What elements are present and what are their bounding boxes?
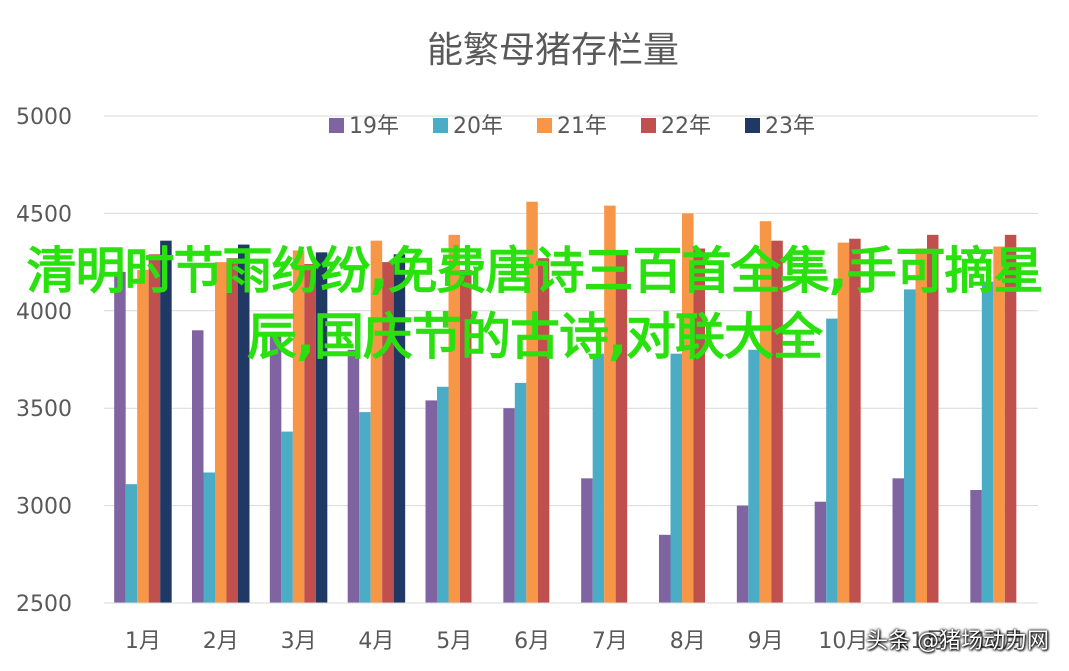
bar <box>759 221 772 603</box>
bar <box>771 240 783 604</box>
x-tick-label: 7月 <box>592 629 628 654</box>
y-tick-label: 3500 <box>16 397 72 422</box>
bar <box>814 501 827 603</box>
x-tick-label: 6月 <box>514 629 550 654</box>
bar <box>993 246 1005 603</box>
bar <box>393 254 406 603</box>
bar <box>226 258 238 603</box>
legend-label: 20年 <box>453 114 503 139</box>
bar <box>537 258 550 603</box>
legend-swatch <box>641 118 656 133</box>
legend-swatch <box>433 118 448 133</box>
bar <box>970 490 982 603</box>
bar <box>137 269 149 603</box>
bar <box>315 252 328 604</box>
bar <box>837 242 850 603</box>
bar <box>215 262 227 603</box>
bar <box>748 349 760 603</box>
x-tick-label: 3月 <box>281 629 317 654</box>
x-tick-label: 11月 <box>896 629 946 654</box>
bar <box>448 234 460 603</box>
y-tick-label: 4000 <box>16 300 72 325</box>
bar <box>670 353 682 603</box>
y-tick-label: 3000 <box>16 495 72 520</box>
bar <box>659 534 671 603</box>
x-tick-label: 8月 <box>670 629 706 654</box>
bar <box>981 281 994 603</box>
bar <box>849 238 861 603</box>
bar <box>281 431 293 603</box>
bar <box>203 472 215 603</box>
x-tick-label: 9月 <box>748 629 784 654</box>
bar <box>682 213 694 603</box>
x-tick-label: 10月 <box>818 629 868 654</box>
bar <box>514 382 527 603</box>
bar <box>503 408 515 603</box>
bar <box>927 234 939 603</box>
bar <box>269 334 282 603</box>
bar <box>736 505 749 603</box>
x-tick-label: 12月 <box>974 629 1024 654</box>
bar <box>693 248 705 603</box>
legend-label: 23年 <box>765 114 815 139</box>
legend-swatch <box>329 118 344 133</box>
x-tick-label: 2月 <box>203 629 239 654</box>
legend-swatch <box>745 118 760 133</box>
bar <box>915 248 927 603</box>
bar <box>382 262 394 603</box>
bar <box>114 271 126 603</box>
bar <box>347 349 360 603</box>
x-tick-label: 4月 <box>358 629 394 654</box>
bar <box>425 400 437 603</box>
legend-label: 19年 <box>349 114 399 139</box>
bar <box>592 353 605 603</box>
bar <box>615 254 628 603</box>
y-tick-label: 4500 <box>16 202 72 227</box>
y-tick-label: 2500 <box>16 592 72 617</box>
bar <box>125 484 138 603</box>
y-tick-label: 5000 <box>16 105 72 130</box>
bar <box>604 205 616 604</box>
bar <box>437 386 449 603</box>
bar <box>904 289 916 603</box>
legend-label: 22年 <box>661 114 711 139</box>
bar <box>460 269 472 603</box>
bar <box>581 478 593 603</box>
bar <box>370 240 383 604</box>
bar <box>359 412 371 603</box>
bar <box>148 254 161 603</box>
bar <box>304 264 316 603</box>
bar <box>1004 234 1017 603</box>
legend-label: 21年 <box>557 114 607 139</box>
bar <box>892 478 904 603</box>
x-tick-label: 5月 <box>436 629 472 654</box>
x-tick-label: 1月 <box>125 629 161 654</box>
bar <box>526 201 538 603</box>
bar <box>292 250 305 603</box>
legend-swatch <box>537 118 552 133</box>
bar <box>160 240 172 604</box>
chart-title: 能繁母猪存栏量 <box>427 30 679 71</box>
bar <box>238 244 250 603</box>
bar <box>826 318 838 603</box>
bar <box>192 330 204 603</box>
